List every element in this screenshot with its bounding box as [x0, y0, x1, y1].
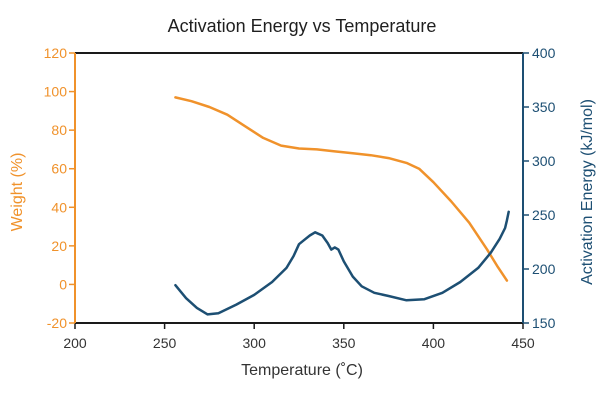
y-right-tick-label: 200	[532, 261, 556, 277]
y-left-tick-label: 40	[51, 199, 67, 215]
y-right-tick-label: 300	[532, 153, 556, 169]
x-axis-label: Temperature (˚C)	[241, 362, 363, 379]
x-tick-label: 250	[153, 335, 177, 351]
y-left-tick-label: 100	[44, 84, 68, 100]
x-tick-label: 450	[511, 335, 535, 351]
weight-series-line	[174, 96, 509, 282]
y-left-tick-label: -20	[47, 315, 67, 331]
x-tick-label: 200	[63, 335, 87, 351]
y-axis-left-label: Weight (%)	[9, 153, 26, 232]
y-left-tick-label: 60	[51, 161, 67, 177]
y-right-tick-label: 250	[532, 207, 556, 223]
y-right-tick-label: 150	[532, 315, 556, 331]
y-left-tick-label: 80	[51, 122, 67, 138]
y-left-tick-label: 120	[44, 45, 68, 61]
chart-title: Activation Energy vs Temperature	[168, 16, 437, 36]
x-tick-label: 400	[422, 335, 446, 351]
y-left-tick-label: 0	[59, 276, 67, 292]
plot-area: 200 250 300 350 400 450 -20 0 20 40 60 80 100 120 150 2…	[44, 45, 556, 351]
y-left-tick-label: 20	[51, 238, 67, 254]
activation-energy-series-line	[174, 210, 510, 316]
y-axis-right-label: Activation Energy (kJ/mol)	[579, 99, 596, 285]
y-right-tick-label: 350	[532, 99, 556, 115]
x-tick-label: 300	[243, 335, 267, 351]
x-tick-label: 350	[332, 335, 356, 351]
y-right-tick-label: 400	[532, 45, 556, 61]
